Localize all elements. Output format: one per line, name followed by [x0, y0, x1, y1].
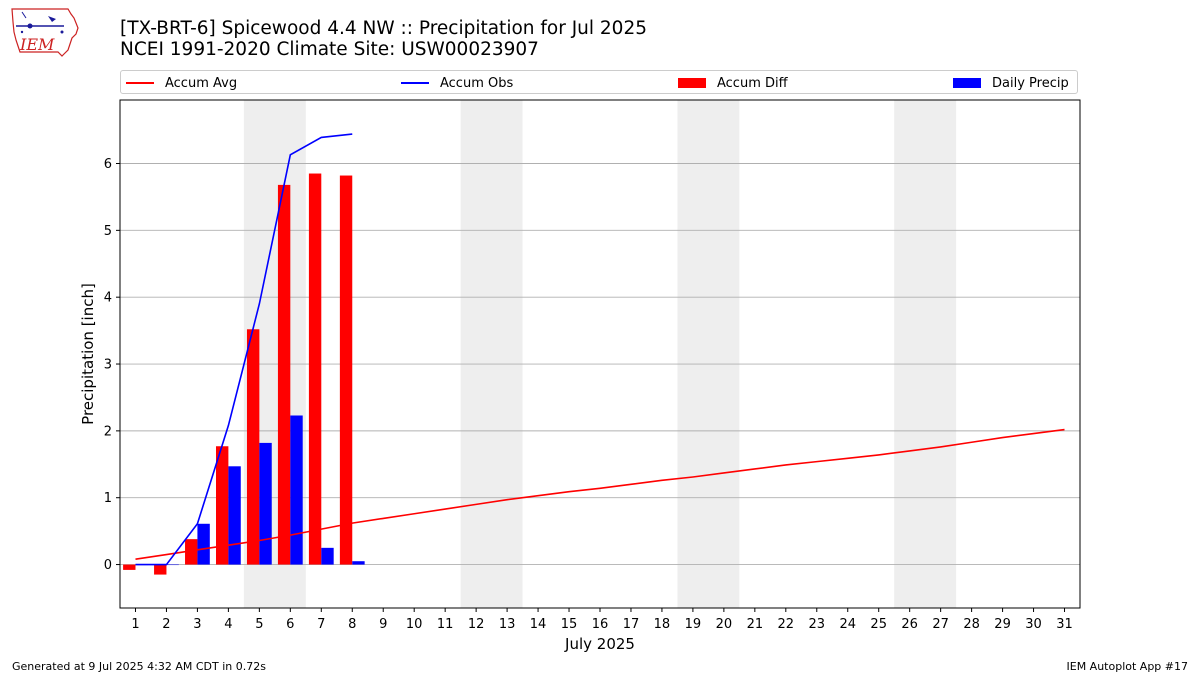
x-tick-label: 27	[932, 617, 949, 632]
iem-logo: IEM	[11, 8, 79, 57]
legend-item-accum-avg: Accum Avg	[126, 74, 237, 92]
daily-precip-bar	[321, 547, 334, 565]
title-line-1: [TX-BRT-6] Spicewood 4.4 NW :: Precipita…	[120, 18, 647, 39]
x-axis-label: July 2025	[564, 635, 635, 653]
accum-diff-bar	[185, 539, 198, 565]
x-tick-label: 6	[286, 617, 294, 632]
accum-diff-bar	[308, 173, 322, 565]
accum-diff-bar	[123, 564, 136, 570]
legend-label-daily-precip: Daily Precip	[992, 75, 1069, 91]
accum-obs-line	[135, 133, 353, 566]
iem-iowa-logo-icon	[11, 8, 79, 57]
x-tick-label: 15	[561, 617, 578, 632]
x-tick-label: 18	[654, 617, 671, 632]
legend-item-accum-diff: Accum Diff	[678, 74, 788, 92]
y-tick-label: 6	[104, 157, 112, 172]
x-tick-label: 24	[839, 617, 856, 632]
x-tick-label: 8	[348, 617, 356, 632]
accum-diff-bar	[216, 446, 229, 565]
x-tick-label: 26	[901, 617, 918, 632]
weekend-band	[460, 100, 523, 608]
x-tick-label: 16	[592, 617, 609, 632]
y-axis-label: Precipitation [inch]	[79, 283, 97, 425]
x-tick-label: 13	[499, 617, 516, 632]
legend-swatch-accum-avg	[126, 82, 154, 84]
weekend-band	[677, 100, 740, 608]
x-tick-label: 4	[224, 617, 232, 632]
legend-label-accum-avg: Accum Avg	[165, 75, 238, 91]
accum-diff-bar	[277, 184, 291, 565]
accum-diff-bar	[154, 564, 167, 575]
x-tick-label: 22	[778, 617, 795, 632]
legend-item-accum-obs: Accum Obs	[401, 74, 513, 92]
x-tick-label: 14	[530, 617, 547, 632]
x-tick-label: 19	[685, 617, 702, 632]
x-tick-label: 17	[623, 617, 640, 632]
weekend-band	[894, 100, 957, 608]
x-tick-label: 29	[994, 617, 1011, 632]
x-tick-label: 20	[716, 617, 733, 632]
y-tick-label: 1	[104, 491, 112, 506]
accum-diff-bar	[339, 175, 353, 565]
footer-generated-text: Generated at 9 Jul 2025 4:32 AM CDT in 0…	[12, 660, 266, 673]
footer-app-label: IEM Autoplot App #17	[1066, 660, 1189, 673]
legend-swatch-accum-diff	[678, 78, 706, 88]
x-tick-label: 28	[963, 617, 980, 632]
y-tick-label: 2	[104, 424, 112, 439]
x-tick-label: 21	[747, 617, 764, 632]
title-line-2: NCEI 1991-2020 Climate Site: USW00023907	[120, 39, 539, 60]
x-tick-label: 30	[1025, 617, 1042, 632]
x-tick-label: 31	[1056, 617, 1073, 632]
y-tick-label: 3	[104, 358, 112, 373]
legend-label-accum-obs: Accum Obs	[440, 75, 514, 91]
x-tick-label: 5	[255, 617, 263, 632]
daily-precip-bar	[259, 442, 272, 565]
chart-title: [TX-BRT-6] Spicewood 4.4 NW :: Precipita…	[120, 18, 647, 60]
x-tick-label: 9	[379, 617, 387, 632]
x-tick-label: 2	[162, 617, 170, 632]
accum-avg-line	[135, 428, 1065, 560]
x-tick-label: 25	[870, 617, 887, 632]
x-tick-label: 23	[809, 617, 826, 632]
iem-logo-text: IEM	[19, 35, 55, 54]
legend-swatch-accum-obs	[401, 82, 429, 84]
chart-legend: Accum Avg Accum Obs Accum Diff Daily Pre…	[120, 70, 1078, 94]
x-tick-label: 10	[406, 617, 423, 632]
y-tick-label: 0	[104, 558, 112, 573]
x-tick-label: 7	[317, 617, 325, 632]
legend-swatch-daily-precip	[953, 78, 981, 88]
daily-precip-bar	[290, 415, 303, 565]
daily-precip-bar	[228, 466, 241, 565]
accum-diff-bar	[246, 329, 260, 565]
y-tick-label: 4	[104, 291, 112, 306]
x-tick-label: 1	[131, 617, 139, 632]
x-tick-label: 11	[437, 617, 454, 632]
x-tick-label: 12	[468, 617, 485, 632]
x-tick-label: 3	[193, 617, 201, 632]
legend-label-accum-diff: Accum Diff	[717, 75, 788, 91]
daily-precip-bar	[197, 523, 210, 565]
y-tick-label: 5	[104, 224, 112, 239]
daily-precip-bar	[166, 564, 179, 566]
legend-item-daily-precip: Daily Precip	[953, 74, 1069, 92]
daily-precip-bar	[352, 561, 365, 565]
